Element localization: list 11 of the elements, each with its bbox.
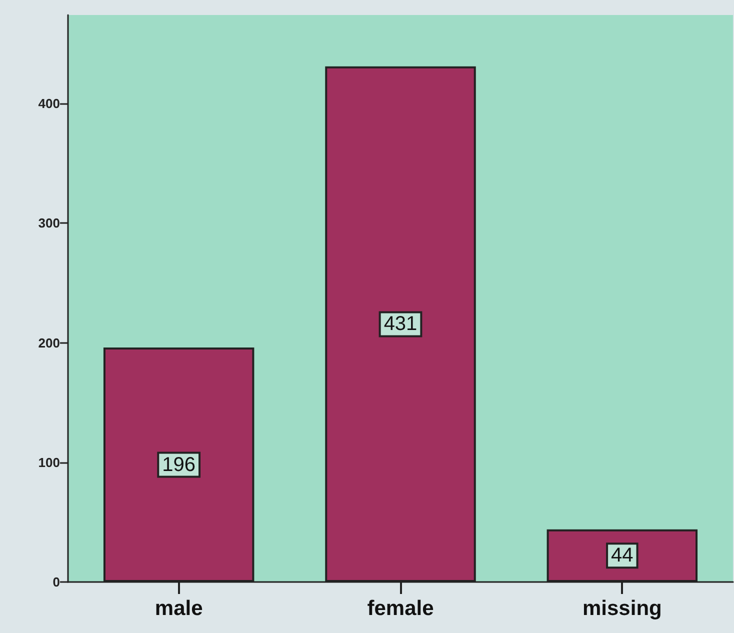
y-tick-label: 200: [38, 335, 60, 350]
data-label: 196: [162, 454, 196, 476]
data-label: 431: [384, 313, 418, 336]
x-tick-label: male: [154, 597, 203, 620]
y-tick-label: 100: [38, 454, 60, 470]
y-tick-label: 0: [52, 574, 60, 590]
data-label: 44: [611, 544, 634, 567]
y-tick-label: 400: [38, 96, 60, 112]
x-tick-label: missing: [582, 597, 662, 620]
x-tick-label: female: [367, 597, 434, 620]
y-tick-label: 300: [38, 216, 60, 231]
